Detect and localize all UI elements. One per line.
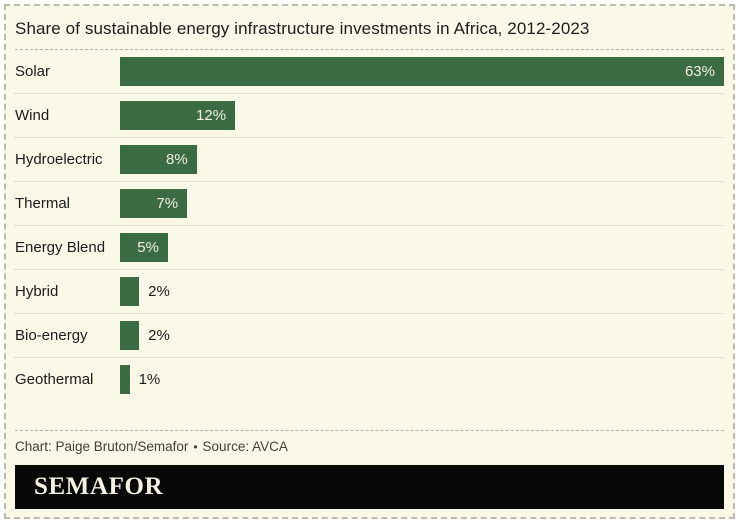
category-label: Energy Blend — [15, 239, 106, 256]
bar-value-label: 8% — [166, 151, 188, 168]
bar-row: Energy Blend 5% — [15, 225, 724, 269]
bar-value-label: 1% — [138, 371, 161, 388]
bar-value-label: 5% — [137, 239, 159, 256]
bar: 12% — [120, 101, 236, 130]
bar-track: 8% — [120, 145, 724, 174]
category-label: Wind — [15, 107, 50, 124]
chart-title: Share of sustainable energy infrastructu… — [15, 19, 590, 38]
bar — [120, 277, 140, 306]
bar-row: Geothermal 1% — [15, 357, 724, 401]
chart-card: Share of sustainable energy infrastructu… — [4, 4, 735, 519]
title-divider — [15, 49, 724, 50]
bar-row: Bio-energy 2% — [15, 313, 724, 357]
bar-track: 5% — [120, 233, 724, 262]
bar — [120, 321, 140, 350]
bar-row: Thermal 7% — [15, 181, 724, 225]
bar-row: Hybrid 2% — [15, 269, 724, 313]
credit-text: Chart: Paige Bruton/Semafor — [15, 439, 189, 454]
category-label: Hybrid — [15, 283, 59, 300]
footer-divider — [15, 430, 724, 431]
chart-credit: Chart: Paige Bruton/Semafor • Source: AVCA — [15, 431, 724, 454]
bar: 63% — [120, 57, 724, 86]
semafor-wordmark: SEMAFOR — [34, 473, 164, 500]
bar: 5% — [120, 233, 168, 262]
bar-track: 63% — [120, 57, 724, 86]
bar-row: Solar 63% — [15, 50, 724, 93]
bar: 8% — [120, 145, 197, 174]
bar-row: Hydroelectric 8% — [15, 137, 724, 181]
category-label: Solar — [15, 63, 51, 80]
bar-row: Wind 12% — [15, 93, 724, 137]
bar — [120, 365, 130, 394]
bar-track: 2% — [120, 277, 724, 306]
bar-value-label: 2% — [148, 283, 170, 300]
semafor-logo-bar: SEMAFOR — [15, 465, 724, 509]
bar-track: 2% — [120, 321, 724, 350]
bar-track: 7% — [120, 189, 724, 218]
bar-value-label: 2% — [148, 327, 170, 344]
bar-track: 1% — [120, 365, 724, 394]
credit-bullet: • — [193, 440, 198, 454]
bar-chart: Solar 63% Wind 12% Hydroelectric 8% Thermal 7% E… — [15, 50, 724, 401]
bar: 7% — [120, 189, 188, 218]
bar-value-label: 12% — [196, 107, 227, 124]
bar-track: 12% — [120, 101, 724, 130]
bar-value-label: 63% — [684, 63, 715, 80]
category-label: Bio-energy — [15, 327, 88, 344]
bar-value-label: 7% — [156, 195, 179, 212]
category-label: Thermal — [15, 195, 71, 212]
category-label: Hydroelectric — [15, 151, 103, 168]
source-text: Source: AVCA — [202, 439, 288, 454]
category-label: Geothermal — [15, 371, 94, 388]
